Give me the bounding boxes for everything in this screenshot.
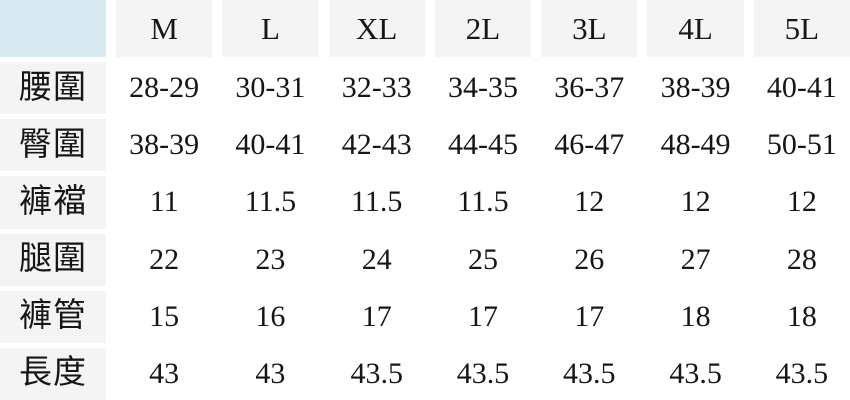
size-column-header: 4L xyxy=(647,0,744,57)
row-label: 腰圍 xyxy=(0,62,106,115)
value-cell: 43.5 xyxy=(753,347,850,400)
value-cell: 38-39 xyxy=(647,62,744,115)
size-column-header: M xyxy=(116,0,213,57)
value-cell: 28 xyxy=(753,233,850,286)
value-cell: 36-37 xyxy=(541,62,638,115)
row-label: 褲襠 xyxy=(0,176,106,229)
row-label: 腿圍 xyxy=(0,233,106,286)
value-cell: 11.5 xyxy=(222,176,319,229)
value-cell: 46-47 xyxy=(541,119,638,172)
value-cell: 18 xyxy=(647,290,744,343)
size-column-header: 3L xyxy=(541,0,638,57)
value-cell: 44-45 xyxy=(434,119,532,172)
value-cell: 16 xyxy=(222,290,319,343)
value-cell: 12 xyxy=(647,176,744,229)
value-cell: 28-29 xyxy=(116,62,213,115)
value-cell: 17 xyxy=(328,290,425,343)
value-cell: 42-43 xyxy=(328,119,425,172)
value-cell: 43.5 xyxy=(434,347,532,400)
value-cell: 18 xyxy=(753,290,850,343)
size-column-header: 2L xyxy=(434,0,532,57)
value-cell: 40-41 xyxy=(222,119,319,172)
value-cell: 11.5 xyxy=(434,176,532,229)
value-cell: 12 xyxy=(541,176,638,229)
value-cell: 40-41 xyxy=(753,62,850,115)
value-cell: 26 xyxy=(541,233,638,286)
value-cell: 11.5 xyxy=(328,176,425,229)
value-cell: 32-33 xyxy=(328,62,425,115)
value-cell: 43.5 xyxy=(647,347,744,400)
row-label: 臀圍 xyxy=(0,119,106,172)
value-cell: 30-31 xyxy=(222,62,319,115)
value-cell: 27 xyxy=(647,233,744,286)
value-cell: 22 xyxy=(116,233,213,286)
value-cell: 24 xyxy=(328,233,425,286)
size-column-header: XL xyxy=(328,0,425,57)
value-cell: 43 xyxy=(116,347,213,400)
value-cell: 17 xyxy=(434,290,532,343)
value-cell: 34-35 xyxy=(434,62,532,115)
value-cell: 17 xyxy=(541,290,638,343)
value-cell: 43.5 xyxy=(541,347,638,400)
value-cell: 50-51 xyxy=(753,119,850,172)
value-cell: 15 xyxy=(116,290,213,343)
row-label: 褲管 xyxy=(0,290,106,343)
value-cell: 38-39 xyxy=(116,119,213,172)
value-cell: 23 xyxy=(222,233,319,286)
value-cell: 25 xyxy=(434,233,532,286)
value-cell: 43.5 xyxy=(328,347,425,400)
row-label: 長度 xyxy=(0,347,106,400)
size-column-header: 5L xyxy=(753,0,850,57)
value-cell: 12 xyxy=(753,176,850,229)
value-cell: 43 xyxy=(222,347,319,400)
corner-cell xyxy=(0,0,106,57)
value-cell: 48-49 xyxy=(647,119,744,172)
size-column-header: L xyxy=(222,0,319,57)
value-cell: 11 xyxy=(116,176,213,229)
